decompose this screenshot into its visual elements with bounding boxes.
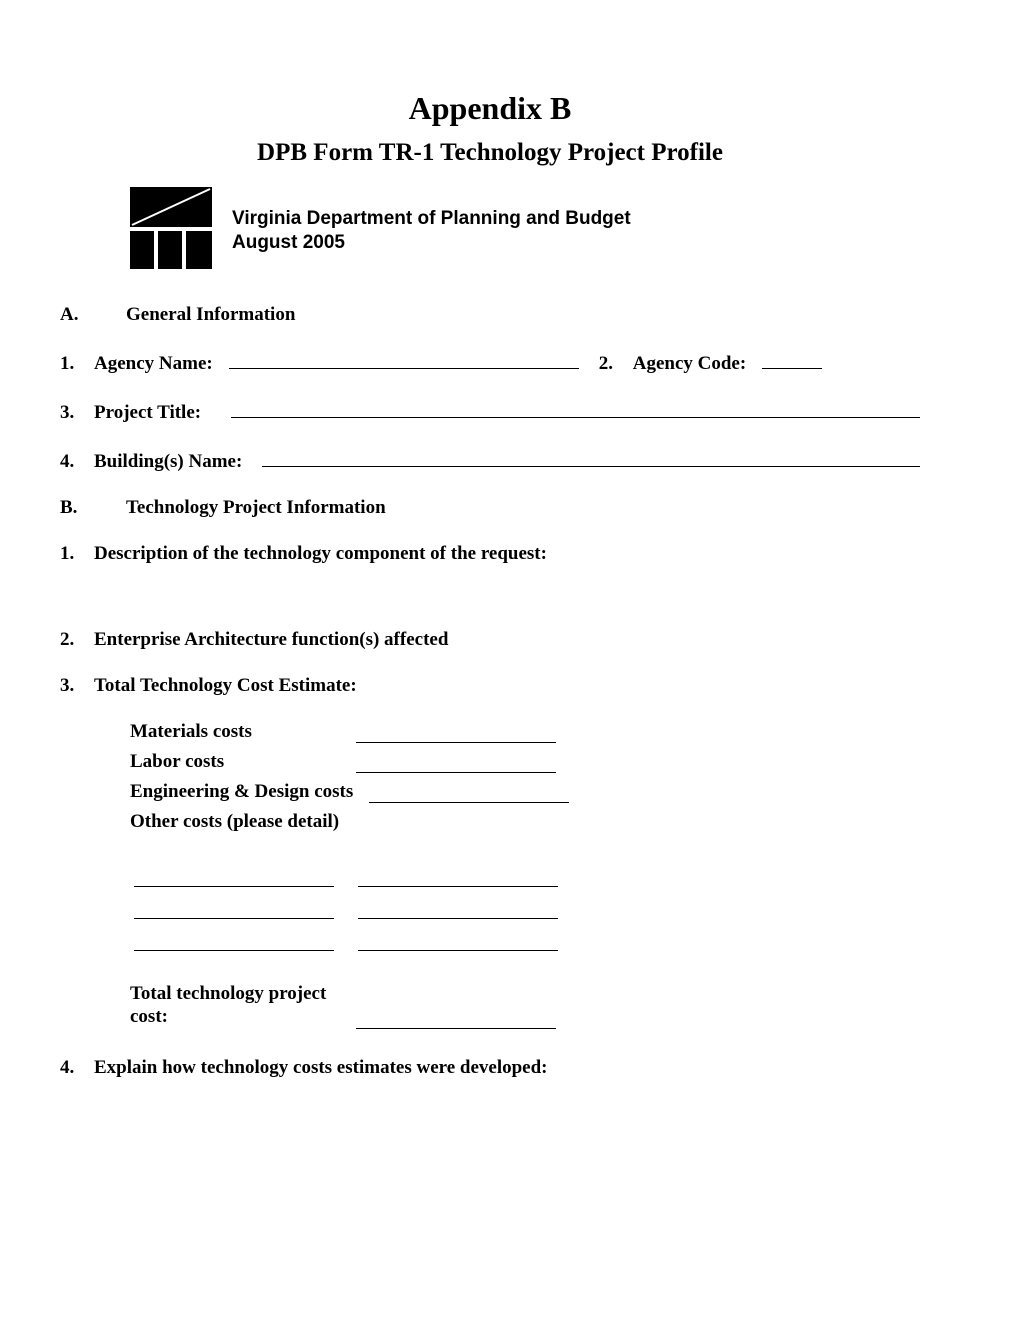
item-b4: 4. Explain how technology costs estimate…: [60, 1057, 920, 1079]
item-b3: 3. Total Technology Cost Estimate:: [60, 675, 920, 697]
cost-labor-label: Labor costs: [130, 751, 340, 773]
cost-other-label: Other costs (please detail): [130, 811, 340, 833]
item-b1-label: Description of the technology component …: [94, 543, 547, 565]
agency-name-input[interactable]: [229, 350, 579, 369]
building-name-label: Building(s) Name:: [94, 451, 242, 473]
field-building-name: 4. Building(s) Name:: [60, 448, 920, 473]
cost-engineering-label: Engineering & Design costs: [130, 781, 353, 803]
item-b4-label: Explain how technology costs estimates w…: [94, 1057, 548, 1079]
dept-date: August 2005: [232, 231, 631, 255]
other-cost-3[interactable]: [358, 929, 558, 951]
item-b2-label: Enterprise Architecture function(s) affe…: [94, 629, 448, 651]
item-b1-num: 1.: [60, 543, 94, 565]
field-project-title: 3. Project Title:: [60, 399, 920, 424]
item-b3-label: Total Technology Cost Estimate:: [94, 675, 357, 697]
building-name-input[interactable]: [262, 448, 920, 467]
other-row-3: [134, 929, 920, 951]
agency-name-label: Agency Name:: [94, 353, 213, 375]
cost-block: Materials costs Labor costs Engineering …: [130, 721, 920, 1029]
cost-engineering-input[interactable]: [369, 781, 569, 803]
other-row-1: [134, 865, 920, 887]
item-b2: 2. Enterprise Architecture function(s) a…: [60, 629, 920, 651]
field-num-3: 3.: [60, 402, 94, 424]
field-num-1: 1.: [60, 353, 94, 375]
dept-info: Virginia Department of Planning and Budg…: [232, 207, 631, 255]
agency-code-label: Agency Code:: [633, 353, 746, 375]
item-b2-num: 2.: [60, 629, 94, 651]
dept-name: Virginia Department of Planning and Budg…: [232, 207, 631, 231]
agency-code-input[interactable]: [762, 350, 822, 369]
project-title-label: Project Title:: [94, 402, 201, 424]
item-b1: 1. Description of the technology compone…: [60, 543, 920, 565]
cost-materials-label: Materials costs: [130, 721, 340, 743]
cost-labor-row: Labor costs: [130, 751, 920, 773]
project-title-input[interactable]: [231, 399, 920, 418]
section-b-marker: B.: [60, 497, 94, 519]
field-agency-name: 1. Agency Name: 2. Agency Code:: [60, 350, 920, 375]
field-num-4: 4.: [60, 451, 94, 473]
header-block: Virginia Department of Planning and Budg…: [130, 187, 920, 274]
field-num-2: 2.: [599, 353, 633, 375]
form-title: DPB Form TR-1 Technology Project Profile: [60, 139, 920, 167]
cost-labor-input[interactable]: [356, 751, 556, 773]
total-row: Total technology project cost:: [130, 983, 920, 1029]
section-a-marker: A.: [60, 304, 94, 326]
section-a: A. General Information: [60, 304, 920, 326]
section-b-title: Technology Project Information: [126, 497, 386, 519]
appendix-title: Appendix B: [60, 90, 920, 127]
total-cost-input[interactable]: [356, 1007, 556, 1029]
other-detail-3[interactable]: [134, 929, 334, 951]
item-b4-num: 4.: [60, 1057, 94, 1079]
section-a-title: General Information: [126, 304, 295, 326]
cost-materials-row: Materials costs: [130, 721, 920, 743]
cost-materials-input[interactable]: [356, 721, 556, 743]
item-b3-num: 3.: [60, 675, 94, 697]
other-cost-2[interactable]: [358, 897, 558, 919]
total-label: Total technology project cost:: [130, 983, 340, 1029]
other-row-2: [134, 897, 920, 919]
other-detail-2[interactable]: [134, 897, 334, 919]
section-b: B. Technology Project Information: [60, 497, 920, 519]
cost-other-row: Other costs (please detail): [130, 811, 920, 833]
dpb-logo-icon: [130, 187, 212, 274]
cost-engineering-row: Engineering & Design costs: [130, 781, 920, 803]
other-detail-1[interactable]: [134, 865, 334, 887]
other-costs-block: [134, 865, 920, 951]
other-cost-1[interactable]: [358, 865, 558, 887]
